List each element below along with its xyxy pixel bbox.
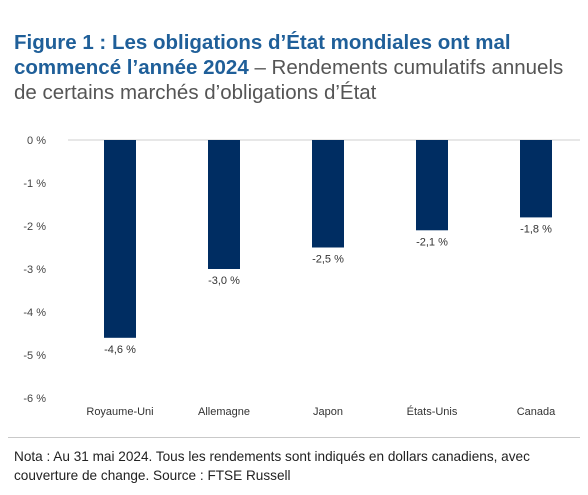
data-label: -4,6 % xyxy=(104,344,136,356)
y-tick-label: -2 % xyxy=(23,221,46,233)
y-tick-label: 0 % xyxy=(27,135,46,147)
bar-chart: 0 % -1 % -2 % -3 % -4 % -5 % -6 % -4,6 % -3,0 %… xyxy=(23,135,580,418)
y-tick-label: -3 % xyxy=(23,264,46,276)
data-labels: -4,6 % -3,0 % -2,5 % -2,1 % -1,8 % xyxy=(104,223,552,355)
note-divider xyxy=(8,437,580,438)
bars xyxy=(104,140,552,338)
x-axis-categories: Royaume-Uni Allemagne Japon États-Unis Canad… xyxy=(86,405,556,418)
x-category-label: Japon xyxy=(313,406,343,418)
y-tick-label: -5 % xyxy=(23,350,46,362)
chart-title: Figure 1 : Les obligations d’État mondia… xyxy=(14,30,574,105)
x-category-label: États-Unis xyxy=(407,405,458,418)
data-label: -2,5 % xyxy=(312,254,344,266)
y-tick-label: -1 % xyxy=(23,178,46,190)
data-label: -2,1 % xyxy=(416,236,448,248)
x-category-label: Canada xyxy=(517,406,556,418)
chart-note: Nota : Au 31 mai 2024. Tous les rendemen… xyxy=(14,449,530,483)
y-axis-ticks: 0 % -1 % -2 % -3 % -4 % -5 % -6 % xyxy=(23,135,46,405)
bar xyxy=(520,140,552,218)
data-label: -1,8 % xyxy=(520,223,552,235)
chart-title-lead: Figure 1 : Les obligations d’État mondia… xyxy=(14,31,511,79)
bar xyxy=(208,140,240,269)
bar xyxy=(312,140,344,248)
data-label: -3,0 % xyxy=(208,275,240,287)
x-category-label: Allemagne xyxy=(198,406,250,418)
bar xyxy=(104,140,136,338)
y-tick-label: -6 % xyxy=(23,393,46,405)
chart-title-rest: – Rendements cumulatifs annuels de certa… xyxy=(14,56,564,104)
bar xyxy=(416,140,448,231)
x-category-label: Royaume-Uni xyxy=(86,406,153,418)
y-tick-label: -4 % xyxy=(23,307,46,319)
